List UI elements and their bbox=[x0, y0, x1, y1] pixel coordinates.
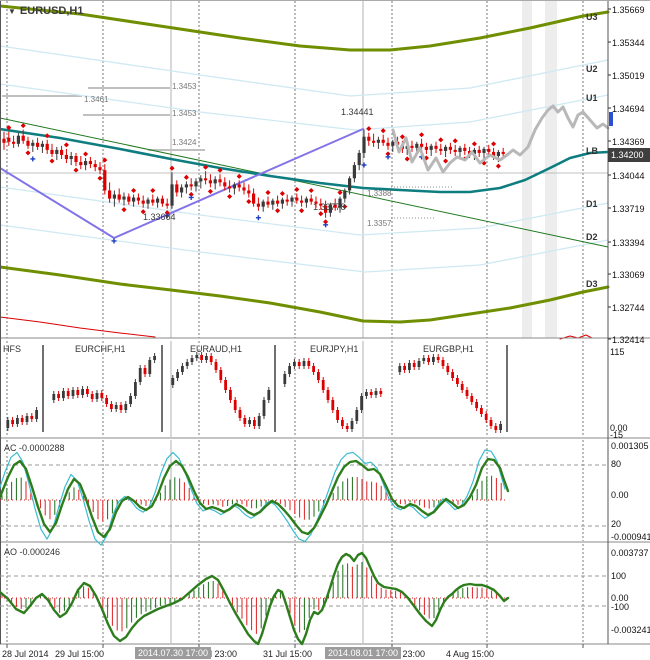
price-axis-label: 1.35669 bbox=[612, 5, 645, 15]
ac-axis-label: 0.00 bbox=[611, 490, 629, 500]
price-axis-label: 1.34694 bbox=[612, 104, 645, 114]
ao-axis-label: -100 bbox=[611, 602, 630, 612]
mini-chart-title: EURJPY,H1 bbox=[310, 344, 359, 354]
hfs-axis-label: 115 bbox=[610, 347, 625, 357]
time-axis-highlight: 2014.08.01 17:00 bbox=[325, 647, 402, 659]
ac-axis-label: 0.001305 bbox=[611, 441, 649, 451]
price-axis-label: 1.33069 bbox=[612, 270, 645, 280]
symbol-text: EURUSD,H1 bbox=[19, 5, 84, 17]
ao-axis-label: -0.003241 bbox=[611, 625, 650, 635]
mini-chart-title: EURGBP,H1 bbox=[423, 344, 474, 354]
ao-axis-label: 100 bbox=[611, 571, 627, 581]
hfs-axis-label: 0.00 bbox=[610, 423, 628, 433]
price-axis-label: 1.32744 bbox=[612, 303, 645, 313]
time-axis-label: 31 Jul 15:00 bbox=[263, 649, 313, 659]
ac-axis-label: -0.000941 bbox=[611, 532, 650, 542]
price-axis-label: 1.34369 bbox=[612, 137, 645, 147]
level-price-label: 1.3461 bbox=[84, 95, 109, 104]
time-axis-label: 29 Jul 15:00 bbox=[55, 649, 105, 659]
current-price-badge: 1.34200 bbox=[608, 148, 650, 162]
price-annotation: 1.33664 bbox=[143, 212, 176, 222]
ac-axis-label: 80 bbox=[611, 459, 622, 469]
collapse-arrow-icon[interactable]: ▼ bbox=[8, 7, 16, 16]
price-annotation: 1.34441 bbox=[341, 107, 374, 117]
ao-axis-label: 0.00 bbox=[611, 593, 629, 603]
mini-chart-title: EURCHF,H1 bbox=[75, 344, 126, 354]
price-axis-label: 1.33719 bbox=[612, 204, 645, 214]
price-axis-label: 1.32414 bbox=[612, 335, 645, 345]
time-axis-label: ul 23:00 bbox=[205, 649, 238, 659]
price-axis-label: 1.33394 bbox=[612, 238, 645, 248]
ac-pane-label: AC -0.0000288 bbox=[4, 443, 65, 453]
price-axis-label: 1.35019 bbox=[612, 71, 645, 81]
hfs-pane-label: HFS bbox=[3, 344, 21, 354]
level-price-label: 1.3357 bbox=[367, 219, 392, 228]
level-price-label: 1.3424 bbox=[172, 138, 197, 147]
ao-pane-label: AO -0.000246 bbox=[4, 547, 61, 557]
band-label-u2: U2 bbox=[586, 64, 598, 74]
hfs-axis-label: -15 bbox=[610, 430, 624, 440]
price-annotation: 1.33778 bbox=[313, 202, 346, 212]
time-axis-highlight: 2014.07.30 17:00 bbox=[135, 647, 212, 659]
level-price-label: 1.3453 bbox=[172, 109, 197, 118]
level-price-label: 1.3388 bbox=[367, 189, 392, 198]
band-label-d1: D1 bbox=[586, 199, 598, 209]
band-label-d3: D3 bbox=[586, 279, 598, 289]
mini-chart-title: EURAUD,H1 bbox=[190, 344, 243, 354]
band-label-lb: LB bbox=[586, 146, 598, 156]
price-axis-label: 1.34044 bbox=[612, 171, 645, 181]
band-label-u1: U1 bbox=[586, 93, 598, 103]
symbol-label[interactable]: ▼ EURUSD,H1 bbox=[8, 5, 84, 17]
level-price-label: 1.3453 bbox=[172, 82, 197, 91]
time-axis-label: g 23:00 bbox=[395, 649, 426, 659]
time-axis-label: 4 Aug 15:00 bbox=[446, 649, 495, 659]
band-label-d2: D2 bbox=[586, 232, 598, 242]
time-axis-label: 28 Jul 2014 bbox=[2, 649, 49, 659]
band-label-u3: U3 bbox=[586, 12, 598, 22]
ac-axis-label: 20 bbox=[611, 519, 622, 529]
ao-axis-label: 0.003737 bbox=[611, 548, 649, 558]
price-axis-label: 1.35344 bbox=[612, 38, 645, 48]
